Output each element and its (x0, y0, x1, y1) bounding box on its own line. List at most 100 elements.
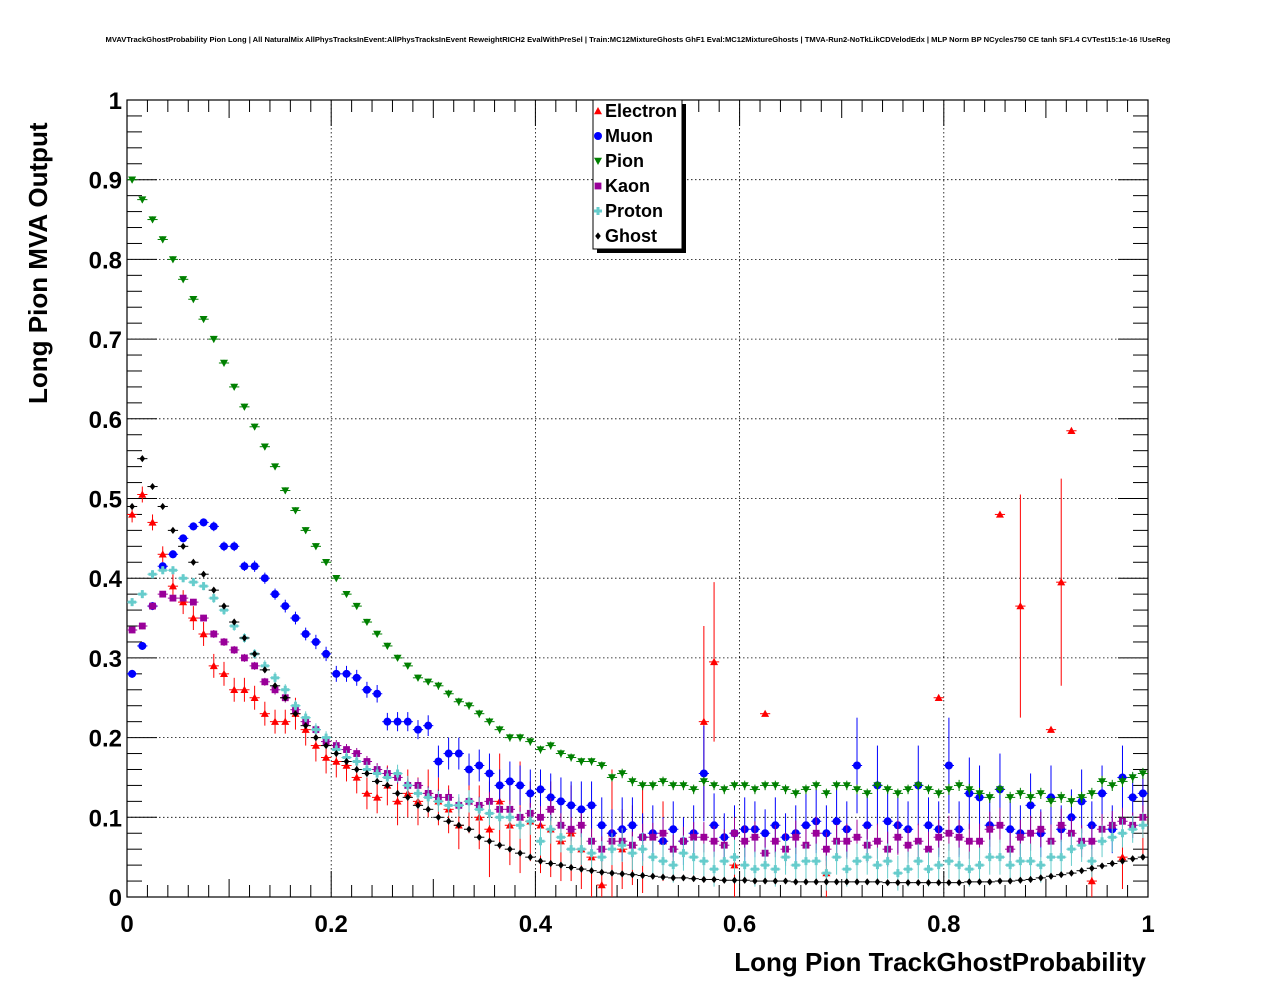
data-point (495, 781, 504, 790)
data-point (260, 709, 269, 717)
data-point (495, 726, 504, 734)
data-point (842, 865, 851, 874)
legend-label: Muon (605, 126, 653, 146)
data-point (444, 690, 453, 698)
data-point (1067, 845, 1076, 854)
data-point (435, 813, 442, 821)
data-point (1087, 877, 1096, 885)
data-point (128, 598, 137, 607)
data-point (752, 877, 758, 885)
data-point (526, 817, 535, 826)
data-point (710, 657, 719, 666)
data-point (199, 582, 208, 591)
data-point (873, 861, 882, 870)
data-point (568, 863, 574, 872)
y-tick-label: 0.5 (89, 487, 122, 514)
data-point (1068, 869, 1075, 877)
data-point (434, 682, 443, 690)
data-point (393, 797, 402, 805)
data-point (720, 857, 729, 866)
data-point (864, 878, 871, 886)
data-point (1128, 774, 1137, 782)
data-point (311, 637, 320, 646)
data-point (291, 614, 300, 623)
data-point (158, 550, 167, 558)
data-point (597, 853, 606, 862)
data-point (690, 833, 698, 841)
data-point (465, 702, 474, 710)
data-point (976, 837, 983, 845)
data-point (332, 757, 341, 765)
data-point (332, 575, 341, 583)
data-point (822, 869, 831, 878)
data-point (628, 821, 637, 830)
data-point (669, 782, 678, 790)
axis-ticks (126, 99, 1149, 898)
data-point (373, 630, 382, 638)
data-point (291, 507, 300, 515)
data-point (241, 634, 248, 642)
data-point (352, 773, 361, 781)
data-point (342, 669, 351, 678)
chart-title: MVAVTrackGhostProbability Pion Long | Al… (106, 35, 1171, 44)
data-point (660, 873, 666, 881)
data-point (179, 276, 188, 284)
data-point (322, 753, 331, 761)
y-tick-label: 0.2 (89, 726, 122, 753)
data-point (209, 522, 218, 531)
data-point (1140, 853, 1146, 861)
legend-item-electron: Electron (594, 101, 677, 121)
data-point (670, 874, 677, 882)
data-point (219, 669, 228, 678)
data-point (383, 717, 392, 726)
data-point (771, 782, 780, 790)
data-point (1037, 825, 1045, 833)
data-point (189, 296, 198, 304)
data-point (690, 875, 697, 883)
data-point (282, 694, 289, 702)
data-point (1108, 833, 1117, 842)
data-point (699, 778, 708, 786)
y-tick-labels: 0 0.1 0.2 0.3 0.4 0.5 0.6 0.7 0.8 0.9 1 (89, 88, 123, 912)
data-point (649, 833, 657, 841)
data-point (1057, 853, 1066, 862)
data-point (323, 741, 329, 750)
data-point (128, 176, 137, 184)
data-point (403, 781, 412, 790)
data-point (710, 821, 719, 830)
data-point (403, 717, 412, 726)
data-point (985, 794, 994, 802)
data-point (925, 845, 932, 853)
data-point (995, 786, 1004, 794)
data-point (362, 685, 371, 694)
data-point (465, 797, 474, 806)
data-point (750, 786, 759, 794)
data-point (924, 865, 933, 874)
data-point (383, 642, 392, 650)
data-point (383, 773, 392, 782)
data-point (567, 845, 576, 854)
data-point (924, 786, 933, 794)
data-point (556, 750, 565, 758)
data-point (1129, 855, 1136, 863)
data-point (485, 825, 494, 833)
data-point (189, 578, 198, 587)
data-point (1077, 794, 1086, 802)
data-point (895, 879, 901, 887)
data-point (904, 841, 912, 849)
data-point (272, 682, 278, 690)
data-point (955, 861, 964, 870)
data-point (444, 801, 453, 810)
data-point (159, 590, 167, 598)
data-point (424, 793, 433, 802)
data-point (158, 236, 167, 244)
series-pion (127, 176, 1148, 807)
data-point (485, 809, 494, 818)
data-point (179, 598, 188, 606)
data-point (1006, 794, 1015, 802)
data-point (537, 813, 544, 821)
data-point (454, 749, 463, 758)
data-point (1067, 798, 1076, 806)
data-point (1118, 778, 1127, 786)
